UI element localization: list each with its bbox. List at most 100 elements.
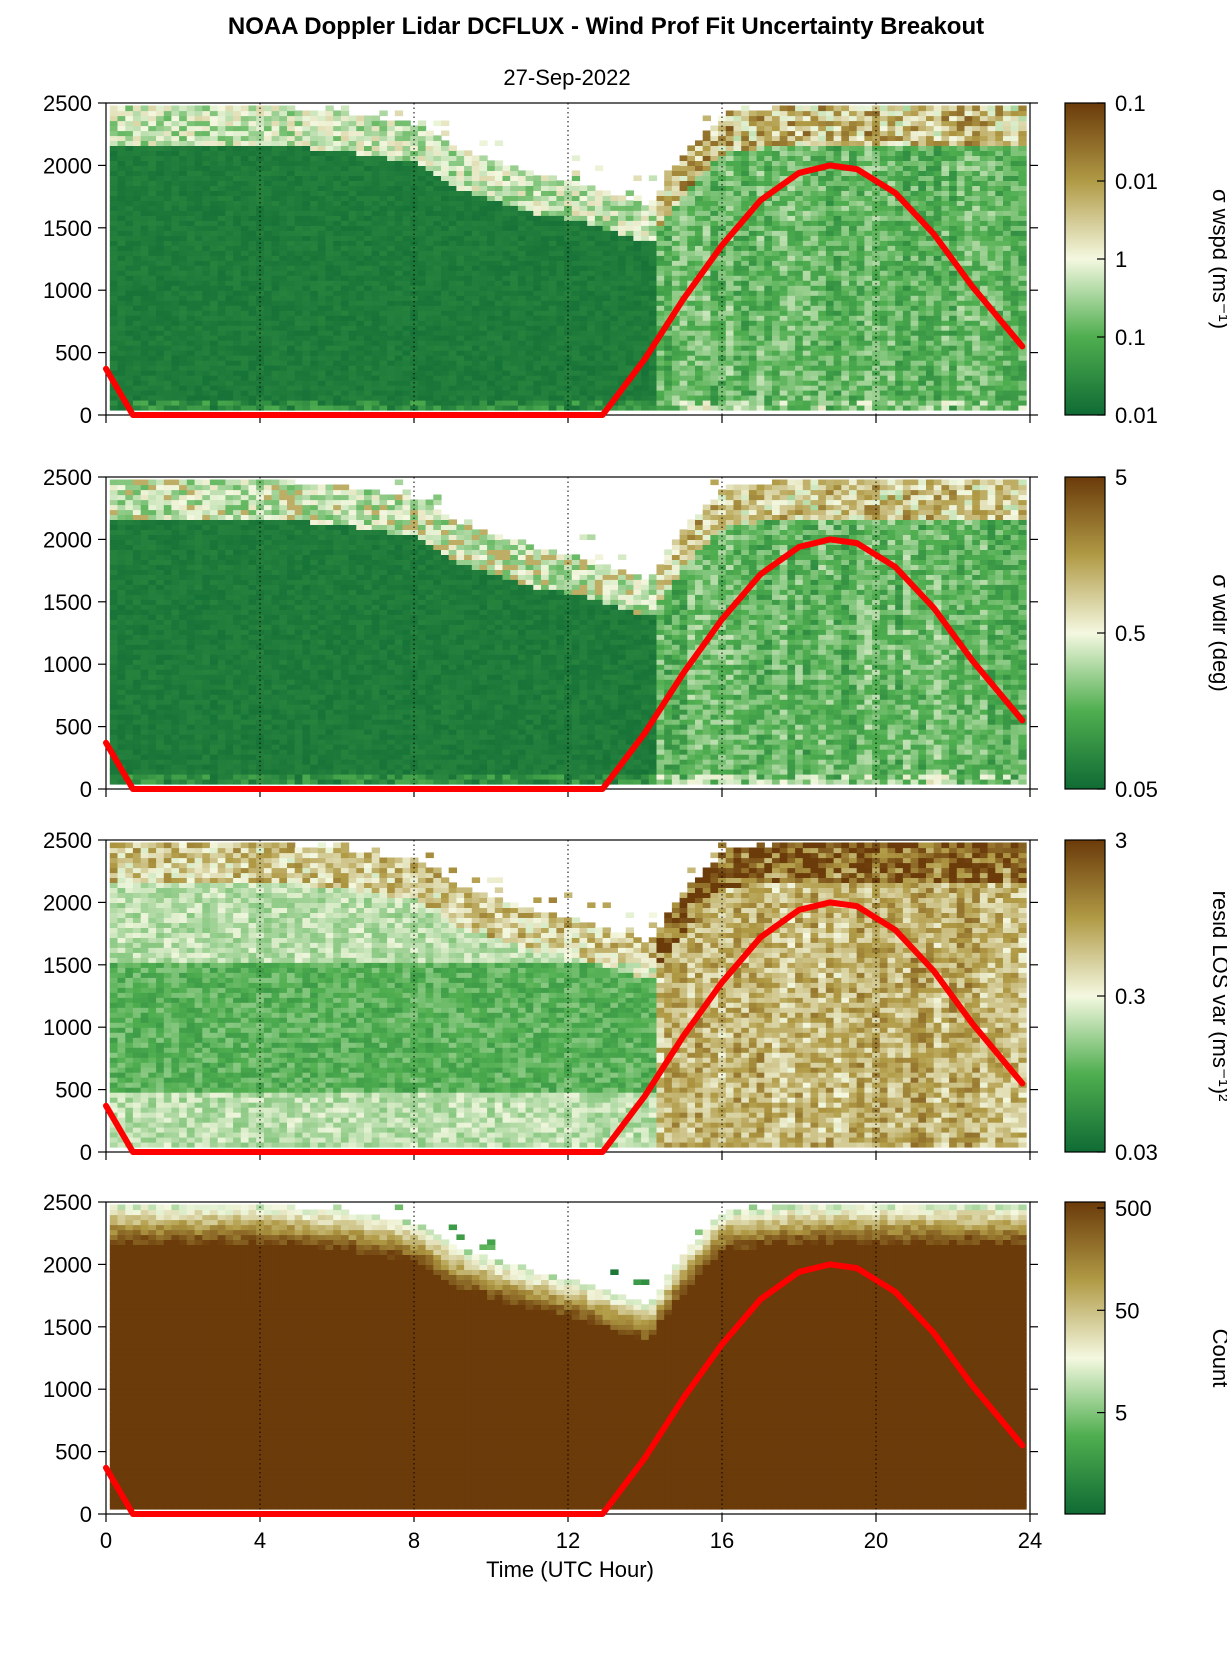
- heatmap-cell: [333, 380, 341, 386]
- heatmap-cell: [764, 126, 772, 132]
- heatmap-cell: [780, 230, 788, 236]
- heatmap-cell: [787, 290, 795, 296]
- heatmap-cell: [118, 245, 126, 251]
- heatmap-cell: [310, 315, 318, 321]
- heatmap-cell: [495, 360, 503, 366]
- heatmap-cell: [195, 255, 203, 261]
- heatmap-cell: [510, 240, 518, 246]
- heatmap-cell: [526, 375, 534, 381]
- heatmap-cell: [649, 375, 657, 381]
- heatmap-cell: [403, 155, 411, 161]
- heatmap-cell: [472, 285, 480, 291]
- heatmap-cell: [264, 375, 272, 381]
- heatmap-cell: [533, 195, 541, 201]
- heatmap-cell: [495, 140, 503, 146]
- heatmap-cell: [580, 345, 588, 351]
- heatmap-cell: [426, 155, 434, 161]
- heatmap-cell: [372, 290, 380, 296]
- heatmap-cell: [479, 245, 487, 251]
- heatmap-cell: [164, 205, 172, 211]
- heatmap-cell: [541, 365, 549, 371]
- heatmap-cell: [479, 200, 487, 206]
- heatmap-cell: [318, 345, 326, 351]
- heatmap-cell: [426, 225, 434, 231]
- heatmap-cell: [587, 345, 595, 351]
- heatmap-cell: [618, 265, 626, 271]
- heatmap-cell: [680, 230, 688, 236]
- heatmap-cell: [133, 245, 141, 251]
- heatmap-cell: [125, 355, 133, 361]
- heatmap-cell: [780, 275, 788, 281]
- heatmap-cell: [202, 230, 210, 236]
- heatmap-cell: [710, 160, 718, 166]
- heatmap-cell: [141, 260, 149, 266]
- heatmap-cell: [680, 165, 688, 171]
- heatmap-cell: [464, 190, 472, 196]
- heatmap-cell: [395, 160, 403, 166]
- heatmap-cell: [326, 121, 334, 127]
- heatmap-cell: [618, 375, 626, 381]
- heatmap-cell: [249, 335, 257, 341]
- heatmap-cell: [764, 280, 772, 286]
- heatmap-cell: [148, 380, 156, 386]
- heatmap-cell: [764, 240, 772, 246]
- heatmap-cell: [310, 250, 318, 256]
- heatmap-cell: [710, 135, 718, 141]
- heatmap-cell: [741, 245, 749, 251]
- heatmap-cell: [403, 140, 411, 146]
- heatmap-cell: [156, 380, 164, 386]
- heatmap-cell: [364, 315, 372, 321]
- heatmap-cell: [326, 195, 334, 201]
- heatmap-cell: [695, 375, 703, 381]
- heatmap-cell: [695, 145, 703, 151]
- heatmap-cell: [364, 300, 372, 306]
- heatmap-cell: [757, 390, 765, 396]
- heatmap-cell: [387, 330, 395, 336]
- heatmap-cell: [749, 185, 757, 191]
- heatmap-cell: [372, 255, 380, 261]
- heatmap-cell: [179, 285, 187, 291]
- heatmap-cell: [726, 305, 734, 311]
- heatmap-cell: [718, 325, 726, 331]
- heatmap-cell: [541, 390, 549, 396]
- heatmap-cell: [795, 121, 803, 127]
- heatmap-cell: [387, 240, 395, 246]
- heatmap-cell: [749, 180, 757, 186]
- heatmap-cell: [610, 320, 618, 326]
- heatmap-cell: [141, 106, 149, 112]
- heatmap-cell: [218, 270, 226, 276]
- heatmap-cell: [349, 235, 357, 241]
- heatmap-cell: [533, 245, 541, 251]
- heatmap-cell: [649, 400, 657, 406]
- heatmap-cell: [687, 325, 695, 331]
- heatmap-cell: [379, 350, 387, 356]
- heatmap-cell: [295, 295, 303, 301]
- heatmap-cell: [657, 395, 665, 401]
- heatmap-cell: [695, 180, 703, 186]
- heatmap-cell: [233, 295, 241, 301]
- heatmap-cell: [672, 340, 680, 346]
- heatmap-cell: [287, 165, 295, 171]
- heatmap-cell: [341, 255, 349, 261]
- heatmap-cell: [287, 175, 295, 181]
- heatmap-cell: [464, 365, 472, 371]
- heatmap-cell: [125, 111, 133, 117]
- heatmap-cell: [118, 335, 126, 341]
- heatmap-cell: [726, 355, 734, 361]
- heatmap-cell: [649, 280, 657, 286]
- heatmap-cell: [202, 290, 210, 296]
- heatmap-cell: [503, 195, 511, 201]
- heatmap-cell: [179, 385, 187, 391]
- heatmap-cell: [118, 375, 126, 381]
- heatmap-cell: [780, 340, 788, 346]
- heatmap-cell: [225, 111, 233, 117]
- heatmap-cell: [587, 350, 595, 356]
- heatmap-cell: [125, 310, 133, 316]
- heatmap-cell: [741, 325, 749, 331]
- heatmap-cell: [703, 185, 711, 191]
- heatmap-cell: [403, 195, 411, 201]
- heatmap-cell: [110, 355, 118, 361]
- heatmap-cell: [426, 140, 434, 146]
- heatmap-cell: [341, 285, 349, 291]
- heatmap-cell: [148, 265, 156, 271]
